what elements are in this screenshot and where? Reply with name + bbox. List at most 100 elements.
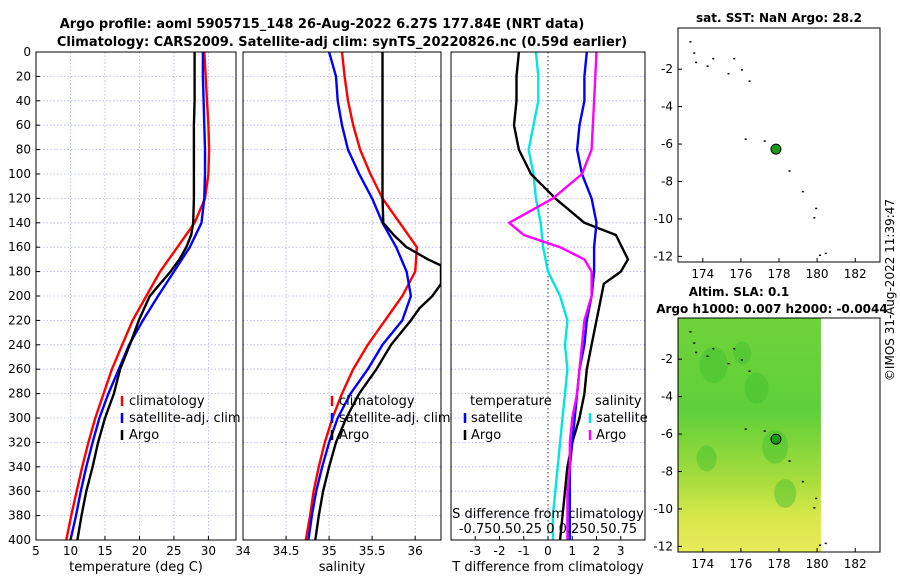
sst_map-xtick-label: 176 <box>729 267 752 281</box>
difference-top-label: S difference from climatology <box>452 507 644 522</box>
salinity-xtick-label: 34 <box>235 544 250 558</box>
salinity-frame <box>242 51 442 541</box>
difference-xtick-label: 3 <box>617 544 625 558</box>
legend-label: Argo <box>129 428 159 443</box>
island-mark <box>689 331 692 333</box>
legend-label: Argo <box>339 428 369 443</box>
sla-anomaly <box>733 341 752 365</box>
island-mark <box>819 254 822 257</box>
temperature-xtick-label: 30 <box>201 544 216 558</box>
figure-title-line2: Climatology: CARS2009. Satellite-adj cli… <box>57 35 627 50</box>
legend-label: climatology <box>129 394 205 409</box>
salinity-xtick-label: 34.5 <box>273 544 300 558</box>
sla_map-ytick-label: -12 <box>653 539 673 553</box>
island-mark <box>744 428 747 430</box>
sla_map-panel: 174 176 178 180 182 -2 -4 -6 -8 -10 -12 Altim. SLA:… <box>653 285 887 571</box>
depth-tick-label: 20 <box>16 69 31 83</box>
difference-panel: -3 -2 -1 0 1 2 3 T difference from climatology t… <box>450 51 648 575</box>
depth-tick-label: 300 <box>8 411 31 425</box>
depth-tick-label: 180 <box>8 265 31 279</box>
sla-map-subtitle: Argo h1000: 0.007 h2000: -0.0044 <box>656 302 887 316</box>
island-mark <box>693 342 696 344</box>
island-mark <box>740 69 743 71</box>
series-s-argo <box>508 52 598 540</box>
temperature-xlabel: temperature (deg C) <box>69 560 203 575</box>
temperature-frame <box>35 51 237 541</box>
salinity-xtick-label: 35 <box>321 544 336 558</box>
depth-tick-label: 100 <box>8 167 31 181</box>
island-mark <box>824 252 827 255</box>
difference-xtick-label: 1 <box>568 544 576 558</box>
depth-tick-label: 140 <box>8 216 31 230</box>
series-climatology <box>65 52 211 540</box>
series-argo <box>76 52 196 540</box>
legend-label: satellite <box>471 411 523 426</box>
legend-label: Argo <box>596 428 626 443</box>
sst_map-ytick-label: -8 <box>661 175 673 189</box>
legend-label: satellite-adj. clim <box>339 411 451 426</box>
island-mark <box>695 61 698 64</box>
depth-tick-label: 80 <box>16 143 31 157</box>
difference-xtick-label: -3 <box>469 544 481 558</box>
depth-tick-label: 220 <box>8 313 31 327</box>
difference-xlabel: T difference from climatology <box>451 560 644 575</box>
depth-tick-label: 340 <box>8 460 31 474</box>
island-mark <box>689 41 692 43</box>
depth-tick-label: 400 <box>8 533 31 547</box>
island-mark <box>813 217 816 219</box>
island-mark <box>748 370 751 372</box>
sla_map-ytick-label: -4 <box>661 390 673 404</box>
island-mark <box>824 542 827 545</box>
temperature-xtick-label: 20 <box>132 544 147 558</box>
legend-label: Argo <box>471 428 501 443</box>
temperature-xtick-label: 5 <box>32 544 40 558</box>
island-mark <box>727 362 730 365</box>
sst_map-ytick-label: -10 <box>653 212 673 226</box>
argo-float-marker <box>770 433 782 445</box>
difference-xtick-label: -1 <box>518 544 530 558</box>
sst_map-xtick-label: 180 <box>806 267 829 281</box>
island-mark <box>819 544 822 547</box>
sla-field <box>678 318 821 552</box>
legend-label: climatology <box>339 394 415 409</box>
island-mark <box>693 52 696 54</box>
island-mark <box>748 80 751 82</box>
island-mark <box>727 72 730 75</box>
sst_map-xtick-label: 174 <box>691 267 714 281</box>
island-mark <box>712 347 715 350</box>
depth-tick-label: 280 <box>8 387 31 401</box>
salinity-xlabel: salinity <box>319 560 366 575</box>
sla_map-xtick-label: 180 <box>806 557 829 571</box>
island-mark <box>733 347 736 350</box>
island-mark <box>815 497 818 500</box>
sst_map-ytick-label: -12 <box>653 249 673 263</box>
depth-tick-label: 160 <box>8 240 31 254</box>
salinity-xtick-label: 35.5 <box>359 544 386 558</box>
temperature-xtick-label: 10 <box>63 544 78 558</box>
sla-anomaly <box>774 479 797 508</box>
temperature-xtick-label: 15 <box>97 544 112 558</box>
sla-anomaly <box>744 372 769 404</box>
legend-label: satellite <box>596 411 648 426</box>
island-mark <box>763 140 766 142</box>
island-mark <box>801 190 804 193</box>
legend-sal-title: salinity <box>595 394 642 409</box>
temperature-xtick-label: 25 <box>166 544 181 558</box>
island-mark <box>706 65 709 67</box>
sla_map-ytick-label: -2 <box>661 352 673 366</box>
island-mark <box>740 359 743 361</box>
sst_map-ytick-label: -4 <box>661 100 673 114</box>
sst_map-ytick-label: -6 <box>661 137 673 151</box>
island-mark <box>706 355 709 357</box>
island-mark <box>813 507 816 509</box>
sla_map-ytick-label: -8 <box>661 465 673 479</box>
sla_map-xtick-label: 174 <box>691 557 714 571</box>
depth-tick-label: 320 <box>8 435 31 449</box>
depth-tick-label: 360 <box>8 484 31 498</box>
argo-float-marker <box>770 143 782 155</box>
sst_map-ytick-label: -2 <box>661 62 673 76</box>
depth-tick-label: 0 <box>23 45 31 59</box>
depth-tick-label: 260 <box>8 362 31 376</box>
salinity-panel: 34 34.5 35 35.5 36 salinity climatology satelli… <box>235 51 451 575</box>
